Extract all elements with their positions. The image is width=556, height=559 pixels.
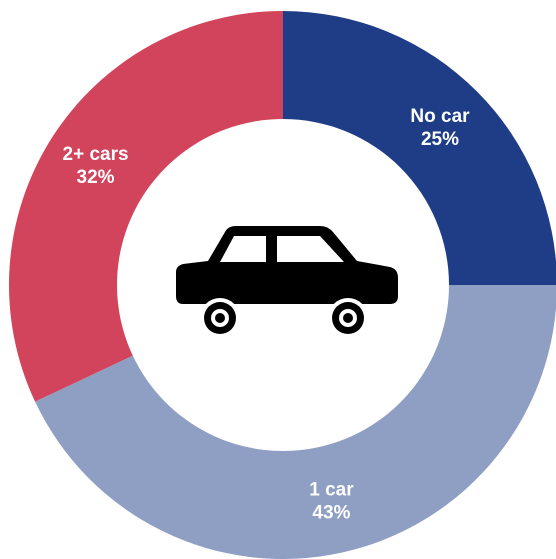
slice <box>9 11 284 402</box>
slice <box>35 285 556 559</box>
car-icon <box>176 226 398 338</box>
value-label: 25% <box>421 129 459 150</box>
slice-label: No car <box>410 106 470 127</box>
slice-label: 2+ cars <box>63 144 129 165</box>
value-label: 43% <box>312 503 350 524</box>
value-label: 32% <box>77 167 115 188</box>
slice <box>283 11 556 285</box>
slices <box>9 11 556 559</box>
slice-label: 1 car <box>309 480 354 501</box>
